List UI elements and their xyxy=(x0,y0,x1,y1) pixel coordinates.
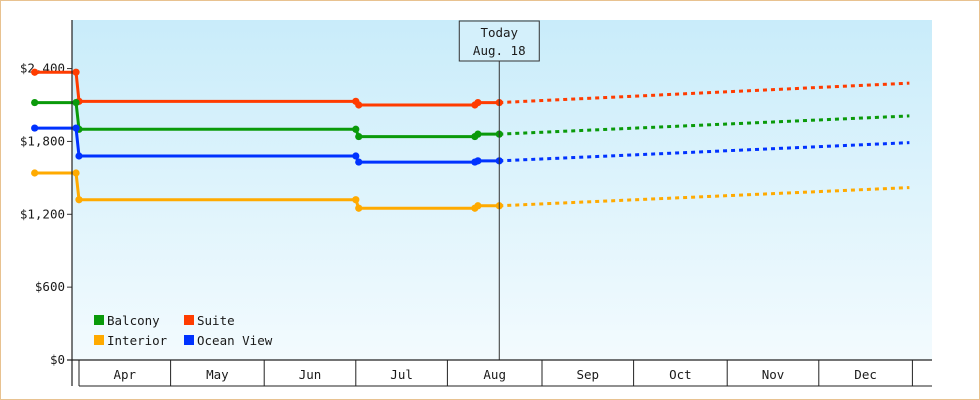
series-point xyxy=(31,98,39,107)
series-point xyxy=(352,152,360,160)
today-date: Aug. 18 xyxy=(473,43,526,58)
y-tick-label: $1,800 xyxy=(20,133,65,148)
series-point xyxy=(355,158,363,166)
legend-item: Balcony xyxy=(94,313,160,328)
legend-item: Interior xyxy=(94,333,168,348)
legend-label: Balcony xyxy=(107,313,160,328)
legend-label: Interior xyxy=(107,333,168,348)
today-label: Today xyxy=(480,25,518,40)
series-point xyxy=(75,196,83,204)
series-point xyxy=(355,204,363,212)
y-tick-label: $600 xyxy=(35,279,65,294)
x-tick-label: Oct xyxy=(669,367,692,382)
series-point xyxy=(31,68,39,76)
legend-item: Ocean View xyxy=(184,333,273,348)
legend-swatch xyxy=(94,335,104,345)
legend-item: Suite xyxy=(184,313,235,328)
legend: Balcony Suite Interior Ocean View xyxy=(94,313,273,348)
x-tick-label: Apr xyxy=(114,367,137,382)
series-point xyxy=(474,98,482,107)
series-point xyxy=(72,68,80,76)
series-ocean-view xyxy=(31,124,910,166)
today-marker: Today Aug. 18 xyxy=(458,20,540,360)
legend-swatch xyxy=(184,335,194,345)
axes: Apr May Jun Jul Aug Sep Oct Nov Dec xyxy=(67,20,932,387)
legend-swatch xyxy=(94,315,104,325)
y-axis-ticks: $0$600$1,200$1,800$2,400 xyxy=(20,61,72,367)
today-box xyxy=(458,20,540,62)
y-tick-label: $1,200 xyxy=(20,206,65,221)
x-tick-label: Jun xyxy=(299,367,322,382)
plot-area xyxy=(72,20,932,360)
x-tick-label: Jul xyxy=(390,367,413,382)
series-point xyxy=(474,130,482,138)
legend-label: Suite xyxy=(197,313,235,328)
x-tick-label: Sep xyxy=(577,367,600,382)
series-point xyxy=(72,124,80,132)
series-point xyxy=(75,152,83,160)
series-point xyxy=(31,124,39,132)
series-point xyxy=(474,157,482,165)
series-lines xyxy=(31,68,910,212)
series-point xyxy=(352,196,360,204)
series-interior xyxy=(31,169,910,212)
series-point xyxy=(355,101,363,109)
y-tick-label: $0 xyxy=(50,352,65,367)
series-point xyxy=(72,169,80,177)
series-balcony xyxy=(31,98,910,141)
x-tick-label: Dec xyxy=(854,367,877,382)
series-point xyxy=(352,125,360,133)
series-point xyxy=(72,98,80,107)
legend-label: Ocean View xyxy=(197,333,273,348)
x-tick-label: May xyxy=(206,367,229,382)
series-point xyxy=(474,202,482,210)
series-point xyxy=(31,169,39,177)
x-tick-label: Aug xyxy=(483,367,506,382)
legend-swatch xyxy=(184,315,194,325)
x-tick-label: Nov xyxy=(762,367,785,382)
series-point xyxy=(355,132,363,141)
